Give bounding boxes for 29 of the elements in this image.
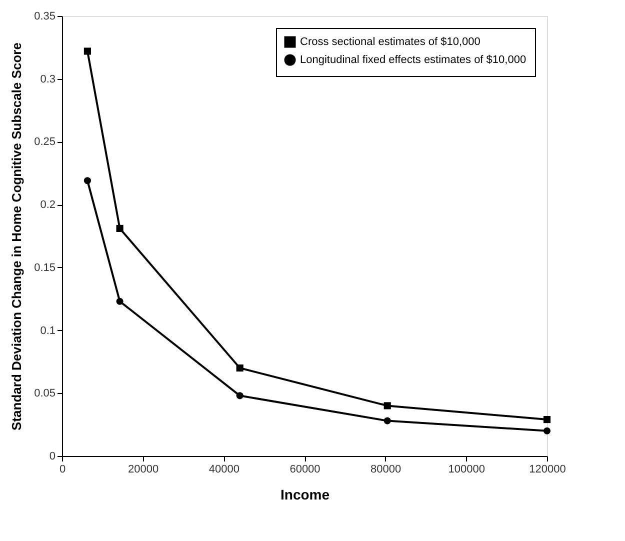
point [543, 427, 551, 434]
x-tick-label: 60000 [290, 464, 320, 476]
point [543, 416, 551, 424]
point [84, 48, 91, 55]
y-tick-label: 0.2 [40, 199, 56, 212]
point [236, 392, 244, 400]
x-tick-label: 40000 [208, 464, 240, 476]
point [84, 177, 91, 184]
legend-label: Longitudinal fixed effects estimates of $10,000 [300, 54, 526, 66]
x-tick-label: 80000 [370, 464, 402, 476]
point [384, 417, 391, 424]
x-tick-label: 100000 [448, 464, 486, 476]
y-tick-label: 0.15 [34, 262, 56, 274]
point [116, 224, 124, 232]
y-tick-label: 0.25 [34, 136, 56, 148]
point [116, 298, 124, 305]
legend-label: Cross sectional estimates of $10,000 [300, 36, 480, 48]
y-tick-label: 0.1 [40, 324, 56, 337]
x-tick-label: 120000 [529, 464, 566, 476]
y-tick-label: 0 [49, 450, 56, 462]
x-tick-label: 0 [59, 464, 66, 476]
y-tick-label: 0.3 [40, 73, 56, 86]
x-tick-label: 20000 [128, 464, 159, 476]
y-tick-label: 0.35 [34, 10, 56, 22]
y-tick-label: 0.05 [34, 388, 56, 400]
point [236, 364, 244, 372]
point [384, 402, 391, 410]
y-axis-title: Standard Deviation Change in Home Cognitive Subscale Score [9, 42, 24, 430]
x-axis-title: Income [280, 486, 330, 502]
